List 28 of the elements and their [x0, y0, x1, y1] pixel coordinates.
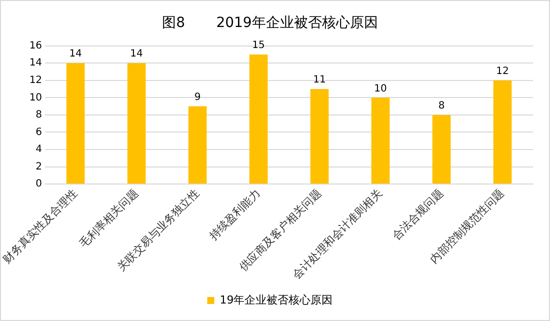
y-tick-label: 6: [36, 126, 42, 138]
data-label: 15: [252, 40, 265, 52]
data-label: 14: [130, 48, 143, 60]
data-label: 12: [496, 66, 509, 77]
data-label: 9: [194, 92, 201, 103]
bar: [66, 63, 85, 184]
bar: [188, 106, 207, 184]
y-tick-label: 14: [29, 58, 42, 69]
data-label: 11: [313, 74, 326, 86]
y-tick-label: 4: [36, 144, 42, 156]
y-tick-label: 12: [29, 74, 42, 86]
data-label: 10: [374, 83, 387, 94]
bar: [249, 54, 268, 184]
y-tick-label: 16: [29, 40, 42, 52]
data-label: 14: [69, 48, 82, 60]
x-tick-label: 持续盈利能力: [206, 186, 263, 243]
y-tick-label: 10: [29, 92, 42, 104]
data-label: 8: [438, 100, 445, 112]
bar: [127, 63, 146, 184]
x-tick-label: 合法合规问题: [390, 186, 446, 243]
legend-label: 19年企业被否核心原因: [220, 293, 333, 306]
chart-title: 图8 2019年企业被否核心原因: [162, 15, 378, 32]
bar: [371, 98, 390, 184]
y-tick-label: 8: [36, 110, 42, 121]
bar: [493, 80, 512, 184]
bar: [432, 114, 451, 184]
bar: [310, 89, 329, 184]
y-tick-label: 2: [36, 161, 42, 172]
